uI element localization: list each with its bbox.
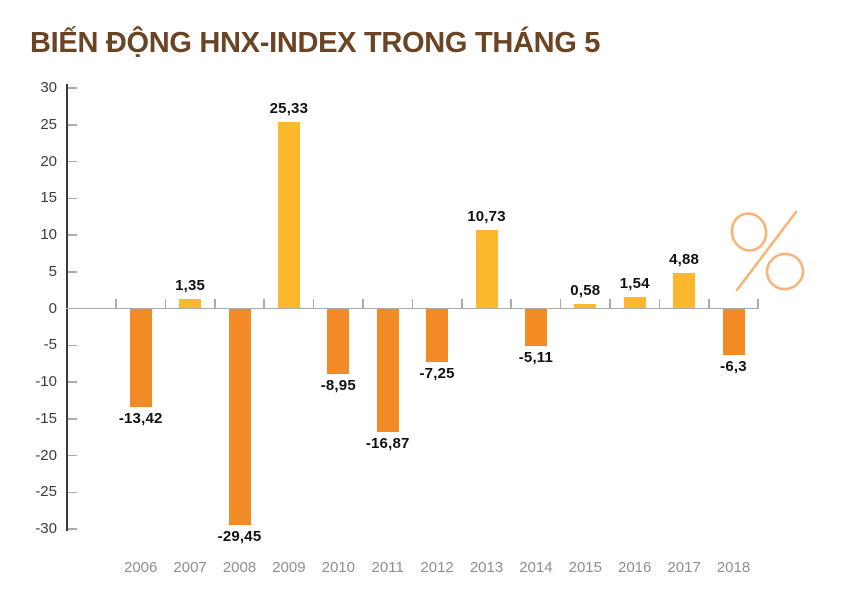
x-tick [757, 298, 759, 309]
bar-2015 [574, 304, 597, 309]
x-axis-label-2009: 2009 [272, 559, 306, 576]
value-label-2006: -13,42 [118, 410, 163, 428]
y-axis-label: 0 [48, 299, 57, 317]
bar-2007 [179, 298, 202, 309]
x-tick [263, 298, 265, 309]
bar-2010 [327, 308, 350, 375]
chart-title: BIẾN ĐỘNG HNX-INDEX TRONG THÁNG 5 [30, 27, 601, 59]
x-axis-label-2013: 2013 [469, 559, 504, 576]
x-axis-label-2008: 2008 [222, 559, 257, 576]
y-axis-label: -30 [35, 520, 57, 537]
y-axis-label: 5 [48, 262, 57, 280]
x-tick [510, 298, 512, 309]
bar-2009 [277, 122, 300, 309]
y-tick [68, 491, 77, 493]
x-axis-label-2017: 2017 [667, 559, 701, 576]
x-tick [559, 298, 562, 309]
percent-icon [730, 210, 805, 292]
x-axis-label-2016: 2016 [618, 559, 652, 576]
value-label-2016: 1,54 [619, 275, 650, 293]
x-tick [164, 298, 167, 309]
bar-2006 [129, 308, 152, 408]
y-tick [68, 528, 77, 530]
y-tick [68, 197, 77, 199]
x-axis-label-2015: 2015 [568, 559, 602, 576]
value-label-2013: 10,73 [467, 207, 506, 225]
y-axis-label: 30 [40, 79, 57, 96]
y-tick [68, 344, 77, 346]
bar-2018 [722, 308, 745, 355]
y-tick [68, 160, 77, 163]
bar-2017 [673, 272, 696, 309]
x-tick [214, 298, 216, 309]
y-axis-line [66, 84, 68, 531]
value-label-2008: -29,45 [217, 527, 262, 545]
value-label-2007: 1,35 [175, 276, 206, 294]
y-axis-label: -20 [35, 446, 57, 464]
y-tick [68, 271, 77, 273]
y-axis-label: 25 [40, 115, 57, 133]
x-tick [609, 298, 611, 309]
y-tick [68, 418, 77, 420]
bar-2013 [475, 229, 498, 309]
bar-2014 [524, 308, 547, 347]
value-label-2017: 4,88 [669, 250, 700, 268]
x-axis-label-2007: 2007 [173, 559, 207, 576]
x-axis-label-2006: 2006 [124, 559, 158, 576]
x-axis-label-2014: 2014 [519, 559, 553, 576]
value-label-2018: -6,3 [720, 357, 747, 375]
bar-2008 [228, 308, 251, 525]
x-axis-label-2010: 2010 [321, 559, 355, 576]
value-label-2010: -8,95 [320, 377, 356, 395]
x-axis-label-2012: 2012 [420, 559, 454, 576]
x-tick [362, 298, 364, 309]
x-axis-label-2011: 2011 [371, 559, 404, 576]
zero-line [66, 307, 758, 310]
y-tick [68, 454, 77, 457]
y-axis-label: -15 [35, 409, 57, 427]
value-label-2011: -16,87 [365, 435, 410, 453]
value-label-2014: -5,11 [518, 349, 554, 367]
value-label-2012: -7,25 [419, 364, 455, 382]
x-tick [411, 298, 414, 309]
y-tick [68, 87, 77, 89]
y-axis-label: -25 [35, 483, 57, 501]
value-label-2009: 25,33 [269, 100, 309, 118]
y-axis-label: -10 [35, 373, 57, 390]
y-tick [68, 234, 77, 236]
y-axis-label: 15 [40, 189, 57, 207]
x-tick [658, 298, 661, 309]
y-tick [68, 381, 77, 383]
x-tick [461, 298, 463, 309]
x-tick [115, 298, 117, 309]
y-tick [68, 124, 77, 126]
value-label-2015: 0,58 [570, 282, 601, 300]
bar-2012 [426, 308, 449, 362]
x-axis-label-2018: 2018 [716, 559, 751, 576]
x-tick [312, 298, 315, 309]
bar-2016 [623, 297, 646, 309]
y-axis-label: 20 [40, 152, 57, 170]
x-tick [708, 298, 710, 309]
bar-2011 [376, 308, 399, 433]
y-axis-label: 10 [40, 226, 57, 243]
y-axis-label: -5 [43, 336, 57, 354]
